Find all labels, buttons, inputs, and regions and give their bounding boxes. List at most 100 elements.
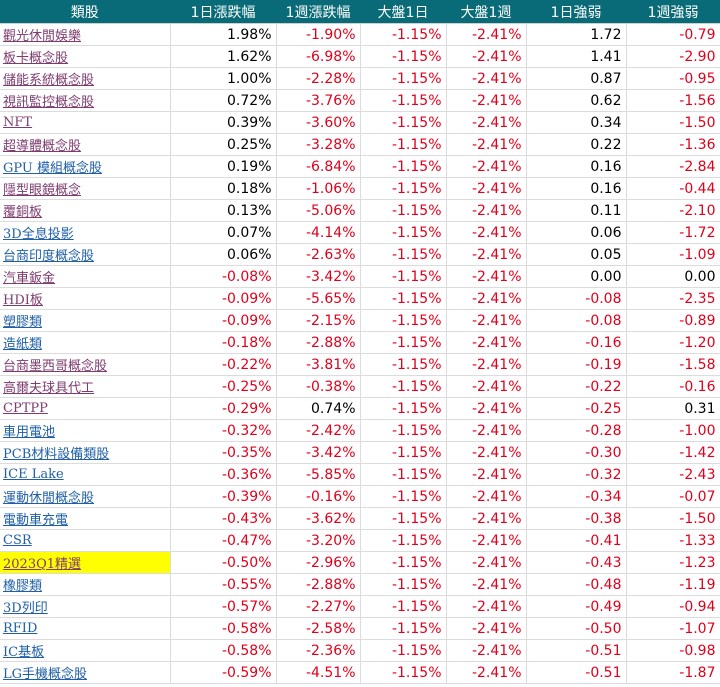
sector-link[interactable]: 汽車鈑金 bbox=[3, 271, 56, 286]
day-change-cell: -0.58% bbox=[170, 639, 277, 662]
week-strength-cell: -0.16 bbox=[626, 375, 720, 398]
market-day-cell: -1.15% bbox=[360, 111, 447, 134]
sector-link[interactable]: 隱型眼鏡概念 bbox=[3, 183, 82, 198]
week-strength-cell: 0.31 bbox=[626, 397, 720, 420]
sector-name-cell: 3D全息投影 bbox=[0, 221, 171, 244]
sector-link[interactable]: 運動休閒概念股 bbox=[3, 491, 95, 506]
sector-name-cell: HDI板 bbox=[0, 287, 171, 310]
header-day-strength[interactable]: 1日強弱 bbox=[526, 0, 627, 24]
sector-name-cell: 2023Q1精選 bbox=[0, 551, 171, 574]
header-day-change[interactable]: 1日漲跌幅 bbox=[170, 0, 277, 24]
sector-name-cell: 台商墨西哥概念股 bbox=[0, 353, 171, 376]
sector-link[interactable]: 高爾夫球具代工 bbox=[3, 381, 95, 396]
sector-link[interactable]: 視訊監控概念股 bbox=[3, 95, 95, 110]
sector-link[interactable]: PCB材料設備類股 bbox=[3, 447, 110, 462]
day-strength-cell: -0.16 bbox=[526, 331, 627, 354]
week-strength-cell: -1.19 bbox=[626, 573, 720, 596]
day-strength-cell: -0.22 bbox=[526, 375, 627, 398]
market-week-cell: -2.41% bbox=[446, 309, 527, 332]
day-change-cell: -0.08% bbox=[170, 265, 277, 288]
market-week-cell: -2.41% bbox=[446, 45, 527, 68]
market-day-cell: -1.15% bbox=[360, 573, 447, 596]
day-change-cell: -0.32% bbox=[170, 419, 277, 442]
week-strength-cell: -0.07 bbox=[626, 485, 720, 508]
sector-link[interactable]: 3D全息投影 bbox=[3, 227, 74, 242]
market-day-cell: -1.15% bbox=[360, 397, 447, 420]
sector-name-cell: 塑膠類 bbox=[0, 309, 171, 332]
sector-name-cell: RFID bbox=[0, 617, 171, 640]
day-strength-cell: -0.51 bbox=[526, 661, 627, 684]
day-strength-cell: 0.87 bbox=[526, 67, 627, 90]
day-change-cell: -0.43% bbox=[170, 507, 277, 530]
sector-link[interactable]: RFID bbox=[3, 621, 38, 636]
sector-name-cell: 3D列印 bbox=[0, 595, 171, 618]
sector-link[interactable]: 覆銅板 bbox=[3, 205, 43, 220]
week-strength-cell: -1.56 bbox=[626, 89, 720, 112]
week-change-cell: -3.62% bbox=[276, 507, 361, 530]
table-row: 2023Q1精選 -0.50% -2.96% -1.15% -2.41% -0.43 -1.… bbox=[0, 551, 720, 574]
table-row: PCB材料設備類股 -0.35% -3.42% -1.15% -2.41% -0.30 -1… bbox=[0, 441, 720, 464]
sector-link[interactable]: 超導體概念股 bbox=[3, 139, 82, 154]
sector-name-cell: LG手機概念股 bbox=[0, 661, 171, 684]
sector-link[interactable]: 2023Q1精選 bbox=[3, 557, 82, 572]
header-sector[interactable]: 類股 bbox=[0, 0, 171, 24]
sector-link[interactable]: 板卡概念股 bbox=[3, 51, 69, 66]
market-day-cell: -1.15% bbox=[360, 639, 447, 662]
market-day-cell: -1.15% bbox=[360, 419, 447, 442]
header-market-day[interactable]: 大盤1日 bbox=[360, 0, 447, 24]
week-change-cell: -2.28% bbox=[276, 67, 361, 90]
sector-link[interactable]: 電動車充電 bbox=[3, 513, 69, 528]
week-strength-cell: -2.10 bbox=[626, 199, 720, 222]
week-strength-cell: -1.20 bbox=[626, 331, 720, 354]
day-change-cell: -0.57% bbox=[170, 595, 277, 618]
week-strength-cell: -1.33 bbox=[626, 529, 720, 552]
sector-link[interactable]: 3D列印 bbox=[3, 601, 48, 616]
market-week-cell: -2.41% bbox=[446, 199, 527, 222]
header-market-week[interactable]: 大盤1週 bbox=[446, 0, 527, 24]
sector-link[interactable]: 觀光休閒娛樂 bbox=[3, 29, 82, 44]
market-day-cell: -1.15% bbox=[360, 45, 447, 68]
sector-link[interactable]: HDI板 bbox=[3, 293, 43, 308]
header-week-change[interactable]: 1週漲跌幅 bbox=[276, 0, 361, 24]
sector-link[interactable]: NFT bbox=[3, 115, 33, 130]
market-week-cell: -2.41% bbox=[446, 661, 527, 684]
market-week-cell: -2.41% bbox=[446, 463, 527, 486]
sector-link[interactable]: 造紙類 bbox=[3, 337, 43, 352]
market-day-cell: -1.15% bbox=[360, 551, 447, 574]
sector-link[interactable]: 台商墨西哥概念股 bbox=[3, 359, 108, 374]
sector-link[interactable]: IC基板 bbox=[3, 645, 45, 660]
day-change-cell: 1.62% bbox=[170, 45, 277, 68]
week-strength-cell: -2.84 bbox=[626, 155, 720, 178]
sector-link[interactable]: CSR bbox=[3, 533, 32, 548]
market-day-cell: -1.15% bbox=[360, 221, 447, 244]
day-change-cell: 0.06% bbox=[170, 243, 277, 266]
week-change-cell: -2.15% bbox=[276, 309, 361, 332]
table-row: 橡膠類 -0.55% -2.88% -1.15% -2.41% -0.48 -1.19 bbox=[0, 573, 720, 596]
sector-link[interactable]: 車用電池 bbox=[3, 425, 56, 440]
week-strength-cell: -0.94 bbox=[626, 595, 720, 618]
week-change-cell: -2.88% bbox=[276, 331, 361, 354]
sector-link[interactable]: 塑膠類 bbox=[3, 315, 43, 330]
sector-name-cell: 儲能系統概念股 bbox=[0, 67, 171, 90]
sector-link[interactable]: 儲能系統概念股 bbox=[3, 73, 95, 88]
market-week-cell: -2.41% bbox=[446, 265, 527, 288]
sector-link[interactable]: CPTPP bbox=[3, 401, 48, 416]
day-change-cell: 0.07% bbox=[170, 221, 277, 244]
sector-link[interactable]: GPU 模組概念股 bbox=[3, 161, 102, 176]
day-strength-cell: -0.51 bbox=[526, 639, 627, 662]
sector-link[interactable]: ICE Lake bbox=[3, 467, 64, 482]
table-row: 3D全息投影 0.07% -4.14% -1.15% -2.41% 0.06 -1.72 bbox=[0, 221, 720, 244]
header-week-strength[interactable]: 1週強弱 bbox=[626, 0, 720, 24]
sector-link[interactable]: 橡膠類 bbox=[3, 579, 43, 594]
day-change-cell: -0.25% bbox=[170, 375, 277, 398]
table-row: GPU 模組概念股 0.19% -6.84% -1.15% -2.41% 0.16 -2.8… bbox=[0, 155, 720, 178]
table-row: 電動車充電 -0.43% -3.62% -1.15% -2.41% -0.38 -1.50 bbox=[0, 507, 720, 530]
day-strength-cell: 0.06 bbox=[526, 221, 627, 244]
table-row: 視訊監控概念股 0.72% -3.76% -1.15% -2.41% 0.62 -1.56 bbox=[0, 89, 720, 112]
market-week-cell: -2.41% bbox=[446, 177, 527, 200]
market-day-cell: -1.15% bbox=[360, 23, 447, 46]
sector-link[interactable]: LG手機概念股 bbox=[3, 667, 88, 682]
sector-link[interactable]: 台商印度概念股 bbox=[3, 249, 95, 264]
sector-name-cell: 超導體概念股 bbox=[0, 133, 171, 156]
